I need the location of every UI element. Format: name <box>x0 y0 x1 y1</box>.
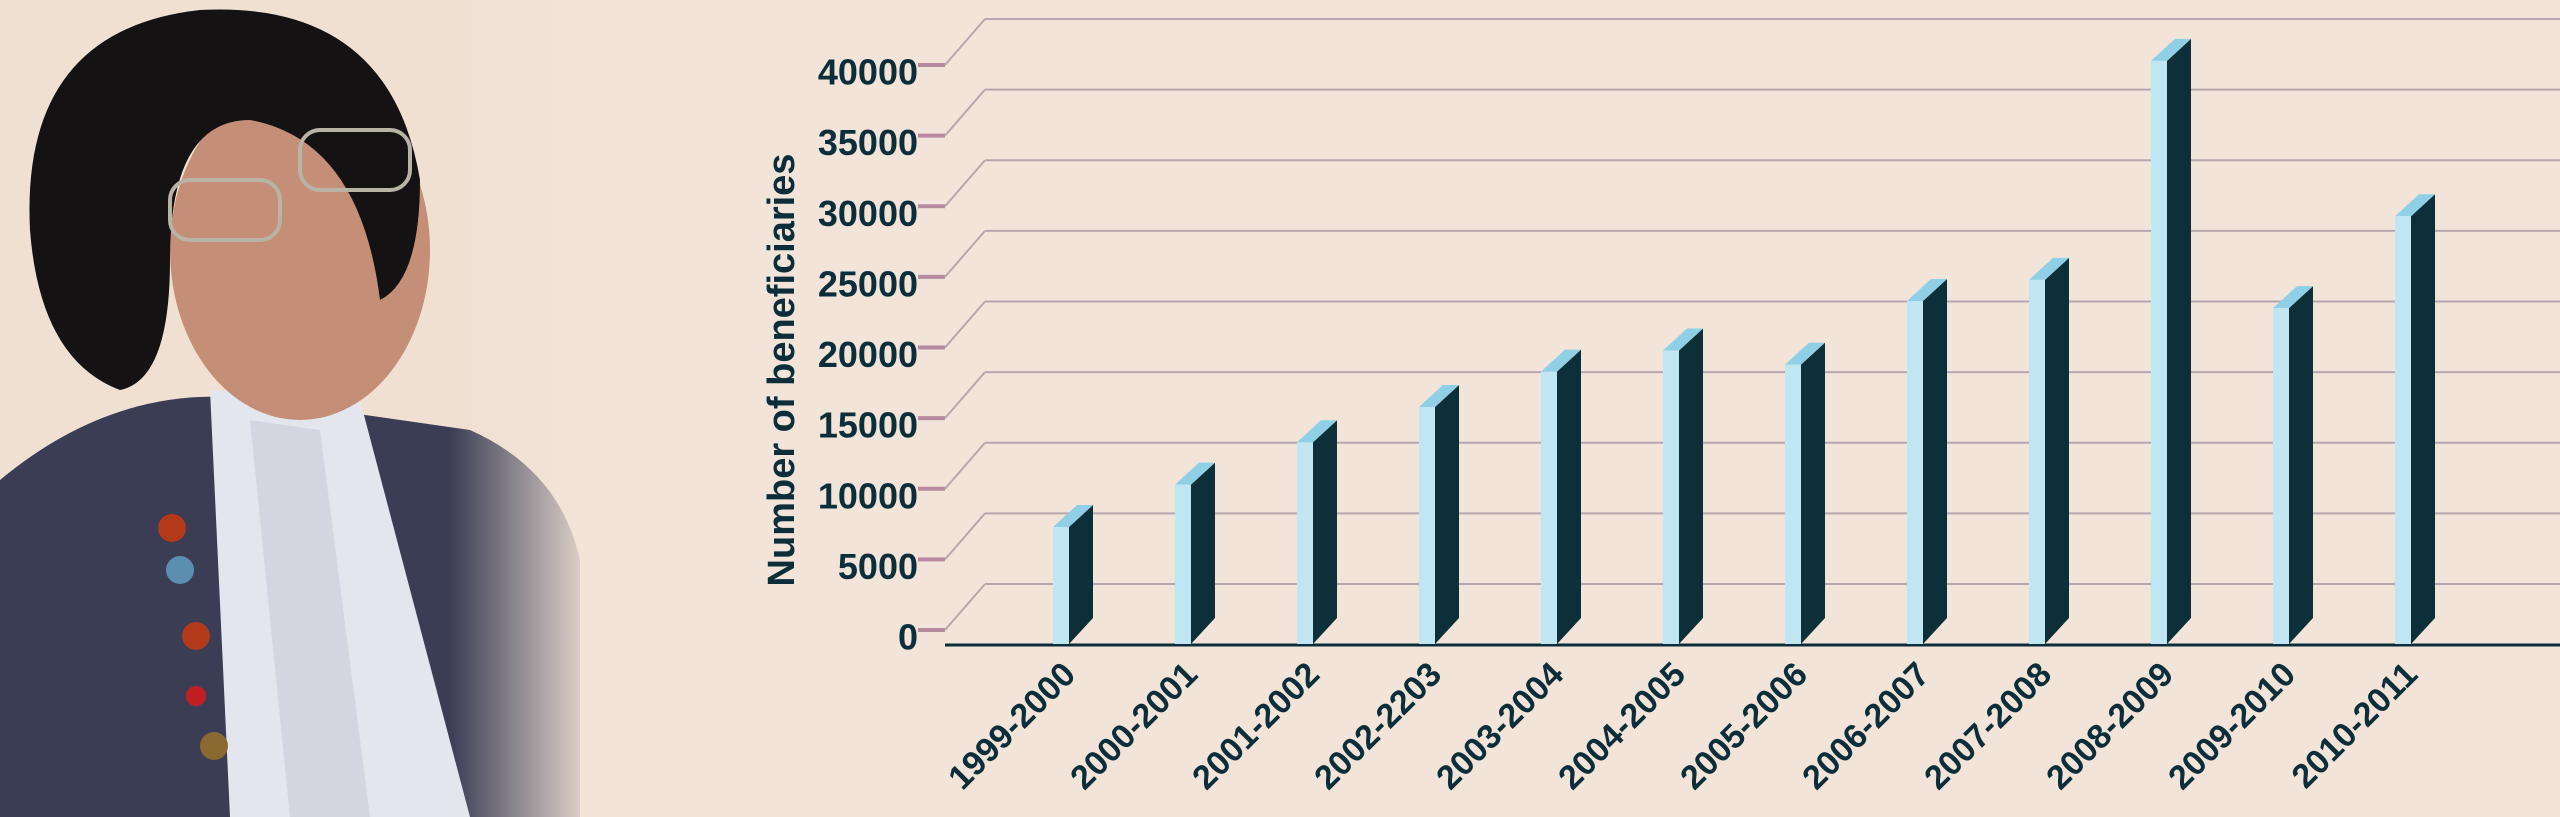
bar-top <box>1175 462 1215 485</box>
bar <box>1541 371 1557 644</box>
bar-top <box>1419 384 1459 407</box>
bar <box>1297 442 1313 644</box>
bar-top <box>1785 342 1825 365</box>
bar-side <box>2411 194 2435 644</box>
grid-line <box>944 18 986 66</box>
photo <box>0 0 600 817</box>
bar-top <box>1663 328 1703 351</box>
bar <box>2273 308 2289 644</box>
bar <box>1053 527 1069 644</box>
bar-side <box>1069 505 1093 644</box>
y-tick-label: 15000 <box>818 405 918 446</box>
bar-top <box>2029 257 2069 280</box>
grid-line <box>944 159 986 207</box>
grid-line <box>944 442 986 490</box>
bar-top <box>2395 194 2435 217</box>
y-tick-label: 30000 <box>818 193 918 234</box>
y-tick-label: 20000 <box>818 334 918 375</box>
y-tick-label: 25000 <box>818 263 918 304</box>
bar-side <box>1801 342 1825 644</box>
y-tick-label: 0 <box>898 617 918 658</box>
grid-line <box>944 371 986 419</box>
grid-line <box>944 88 986 137</box>
bar-side <box>2045 257 2069 644</box>
bar <box>1907 301 1923 644</box>
y-tick-label: 10000 <box>818 475 918 516</box>
bar-side <box>1191 462 1215 644</box>
bar <box>1785 364 1801 644</box>
bar-top <box>1541 349 1581 372</box>
bar-top <box>2151 38 2191 61</box>
bar <box>1175 484 1191 644</box>
bar <box>1419 406 1435 644</box>
bar-top <box>1053 505 1093 527</box>
y-tick-label: 35000 <box>818 122 918 163</box>
bar-top <box>2273 286 2313 309</box>
bar <box>1663 350 1679 644</box>
bar <box>2151 60 2167 644</box>
grid-line <box>944 300 986 349</box>
y-axis-title: Number of beneficiaries <box>761 154 803 587</box>
grid-line <box>944 230 986 278</box>
bar-side <box>1923 279 1947 644</box>
bar-side <box>1679 328 1703 644</box>
bar-side <box>2289 286 2313 644</box>
grid-line <box>944 512 986 561</box>
bar-side <box>1313 420 1337 644</box>
bar <box>2029 279 2045 644</box>
bar-side <box>2167 38 2191 644</box>
bar-side <box>1435 384 1459 644</box>
bar <box>2395 216 2411 644</box>
grid-line <box>944 583 986 631</box>
y-tick-label: 5000 <box>838 546 918 587</box>
bar-top <box>1297 420 1337 443</box>
bar-side <box>1557 349 1581 644</box>
bar-top <box>1907 279 1947 301</box>
y-tick-label: 40000 <box>818 52 918 93</box>
